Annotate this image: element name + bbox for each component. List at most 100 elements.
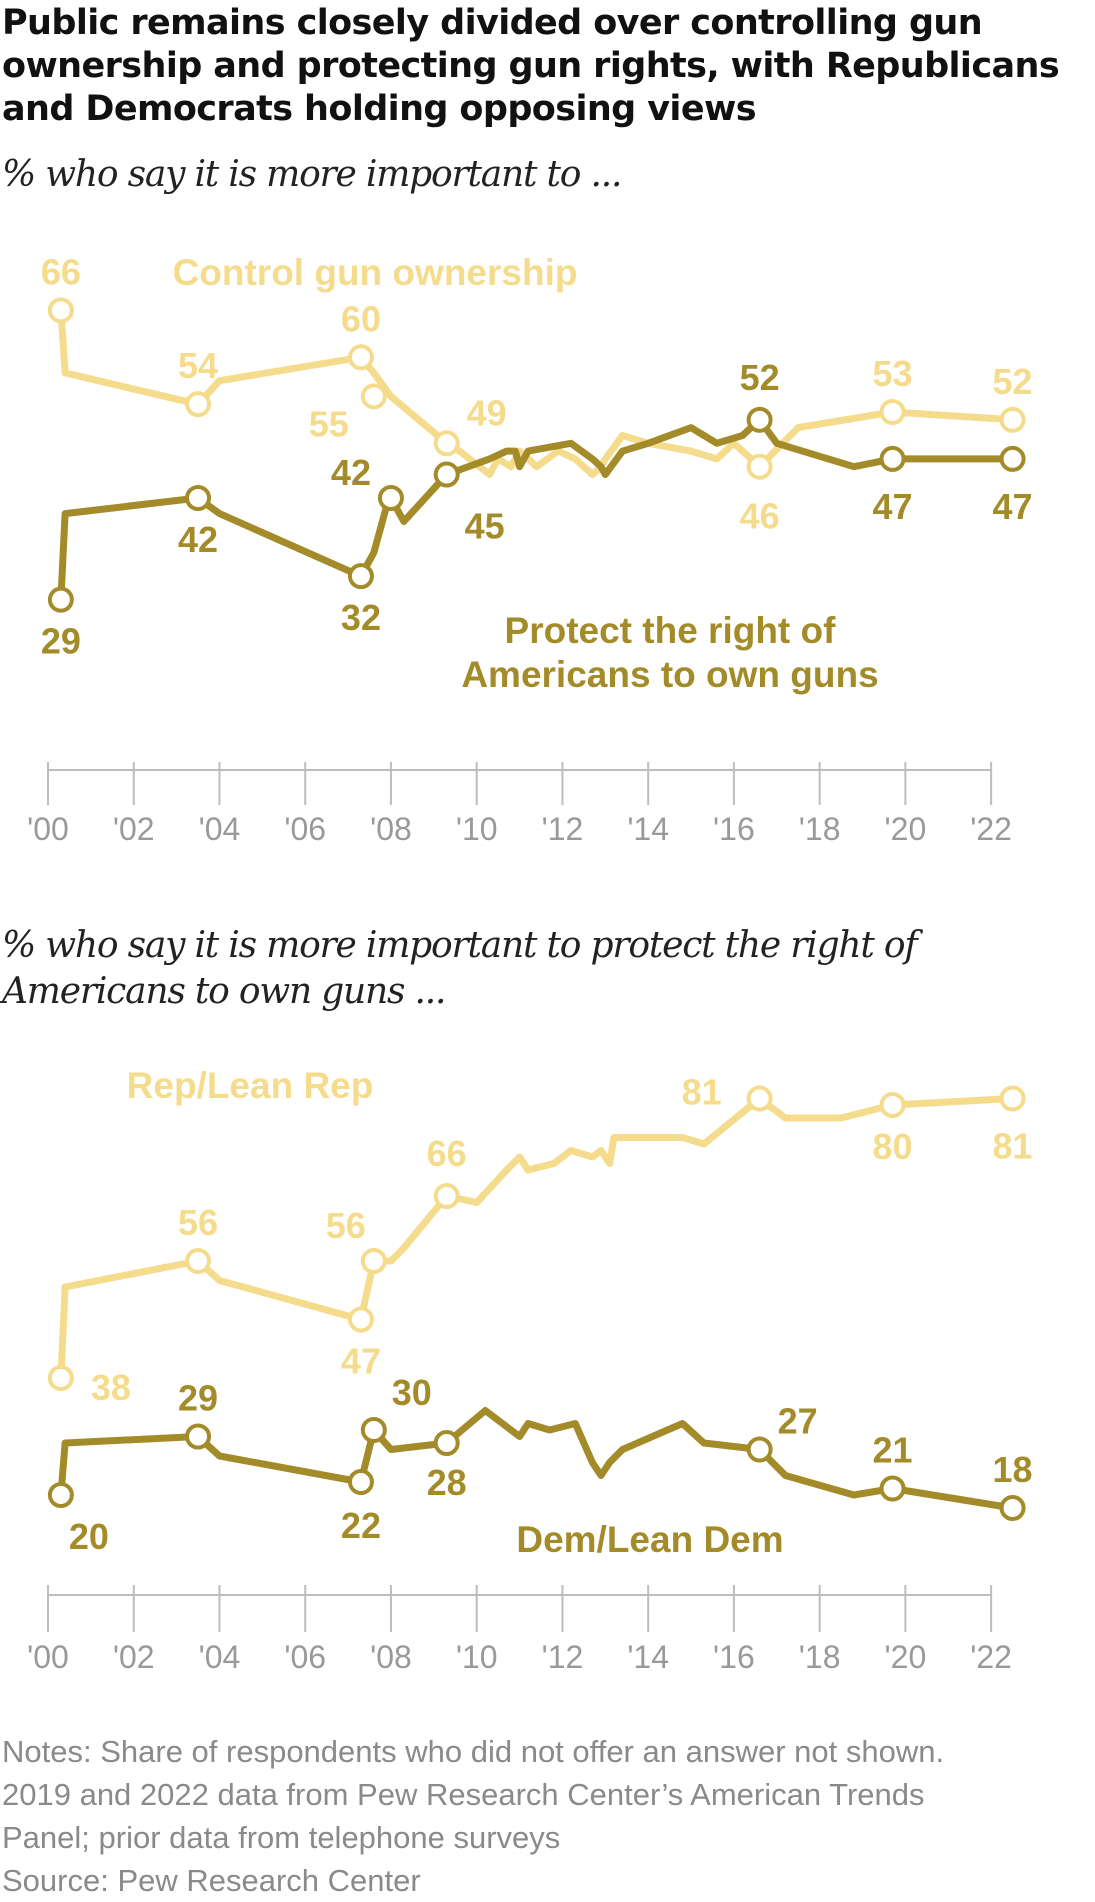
data-point (433, 461, 460, 488)
x-tick-label: '06 (284, 811, 326, 847)
data-label: 30 (392, 1372, 432, 1413)
series-line (57, 416, 1017, 604)
data-point (746, 453, 773, 480)
chart-1-subtitle: % who say it is more important to ... (2, 154, 622, 195)
data-label: 46 (740, 496, 780, 537)
data-point (47, 586, 74, 613)
source-line: Source: Pew Research Center (2, 1863, 421, 1898)
x-tick-label: '06 (284, 1639, 326, 1675)
series-label: Protect the right of (505, 610, 837, 651)
data-point (347, 1469, 374, 1495)
series-label: Americans to own guns (461, 654, 878, 695)
x-tick-label: '18 (799, 811, 841, 847)
data-point (185, 1423, 212, 1450)
data-label: 28 (427, 1462, 467, 1503)
x-tick-label: '20 (885, 811, 927, 847)
notes-line: Notes: Share of respondents who did not … (2, 1734, 945, 1769)
data-label: 52 (740, 357, 780, 398)
notes-line: 2019 and 2022 data from Pew Research Cen… (2, 1777, 925, 1812)
x-tick-label: '00 (27, 811, 69, 847)
data-point (433, 1183, 460, 1209)
chart-1-svg: '00 '02 '04 '06 '08 '10 '12 '14 '16 '18 '20 '22 66 54… (27, 251, 1033, 847)
data-label: 47 (993, 486, 1033, 527)
data-label: 55 (309, 403, 349, 444)
chart-2-svg: '00 '02 '04 '06 '08 '10 '12 '14 '16 '18 '20 '22 38 56… (27, 1065, 1033, 1675)
data-point (360, 1417, 387, 1443)
data-label: 42 (331, 452, 371, 493)
data-label: 42 (178, 519, 218, 560)
x-tick-label: '04 (199, 811, 241, 847)
data-label: 60 (341, 298, 381, 339)
x-tick-label: '14 (627, 811, 669, 847)
data-label: 53 (873, 353, 913, 394)
data-label: 29 (178, 1378, 218, 1419)
series-label: Rep/Lean Rep (127, 1065, 374, 1106)
x-tick-label: '22 (970, 1639, 1012, 1675)
data-point (433, 430, 460, 457)
data-label: 47 (341, 1341, 381, 1382)
data-point (746, 1436, 773, 1463)
data-point (999, 445, 1026, 472)
data-point (746, 1085, 773, 1112)
x-tick-label: '22 (970, 811, 1012, 847)
data-point (879, 1092, 906, 1118)
series-label: Control gun ownership (173, 252, 578, 293)
x-tick-label: '00 (27, 1639, 69, 1675)
data-label: 52 (993, 361, 1033, 402)
data-label: 45 (465, 506, 505, 547)
data-point (347, 344, 374, 371)
data-label: 47 (873, 486, 913, 527)
data-label: 29 (41, 621, 81, 662)
data-label: 38 (91, 1367, 131, 1408)
data-label: 81 (993, 1126, 1033, 1167)
data-label: 20 (69, 1516, 109, 1557)
x-tick-label: '02 (113, 1639, 155, 1675)
data-label: 49 (467, 392, 507, 433)
x-tick-label: '18 (799, 1639, 841, 1675)
data-point (185, 391, 212, 418)
data-point (347, 1306, 374, 1333)
data-point (433, 1430, 460, 1456)
series-line (57, 306, 1017, 478)
x-tick-label: '14 (627, 1639, 669, 1675)
data-point (879, 445, 906, 472)
x-tick-label: '20 (885, 1639, 927, 1675)
x-tick-label: '16 (713, 1639, 755, 1675)
data-label: 56 (178, 1202, 218, 1243)
data-label: 66 (427, 1133, 467, 1174)
data-label: 22 (341, 1505, 381, 1546)
x-tick-label: '02 (113, 811, 155, 847)
data-point (999, 1085, 1026, 1112)
data-point (360, 383, 387, 410)
chart-2-subtitle: % who say it is more important to protec… (2, 925, 918, 1012)
x-tick-label: '08 (370, 1639, 412, 1675)
chart-title: Public remains closely divided over cont… (2, 3, 1060, 129)
notes-line: Panel; prior data from telephone surveys (2, 1820, 561, 1855)
data-point (879, 399, 906, 425)
data-point (999, 406, 1026, 433)
x-tick-label: '10 (456, 1639, 498, 1675)
data-point (185, 485, 212, 511)
data-label: 21 (873, 1430, 913, 1471)
data-point (879, 1475, 906, 1502)
data-point (47, 1365, 74, 1391)
data-point (999, 1495, 1026, 1521)
series-line (57, 1095, 1017, 1382)
data-label: 80 (873, 1126, 913, 1167)
data-label: 18 (993, 1449, 1033, 1490)
data-point (47, 1482, 74, 1508)
x-tick-label: '12 (542, 811, 584, 847)
data-point (360, 1248, 387, 1274)
data-label: 66 (41, 251, 81, 292)
x-tick-label: '08 (370, 811, 412, 847)
data-point (185, 1248, 212, 1274)
x-tick-label: '04 (199, 1639, 241, 1675)
x-tick-label: '10 (456, 811, 498, 847)
data-label: 32 (341, 597, 381, 638)
x-tick-label: '12 (542, 1639, 584, 1675)
data-point (47, 297, 74, 324)
data-point (377, 485, 404, 511)
data-point (347, 563, 374, 590)
x-tick-label: '16 (713, 811, 755, 847)
series-label: Dem/Lean Dem (516, 1519, 783, 1560)
